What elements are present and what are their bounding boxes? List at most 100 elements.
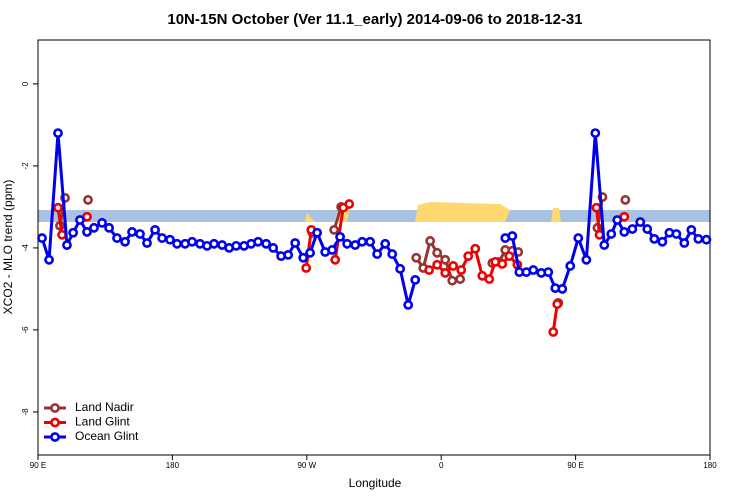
point <box>157 233 167 243</box>
point <box>606 229 617 239</box>
point <box>89 222 99 233</box>
y-tick-label: -8 <box>21 408 30 416</box>
legend-label: Land Nadir <box>75 400 134 414</box>
point <box>329 224 340 235</box>
point <box>283 249 294 260</box>
y-tick-label: -6 <box>21 326 30 334</box>
point <box>679 238 690 248</box>
point <box>290 238 301 248</box>
point <box>456 265 467 275</box>
point <box>44 254 54 265</box>
point <box>448 261 459 271</box>
point <box>62 240 72 250</box>
point <box>37 233 47 243</box>
point <box>231 240 242 251</box>
point <box>172 238 182 249</box>
point <box>591 202 602 213</box>
point <box>112 233 122 243</box>
point <box>135 229 145 239</box>
point <box>507 231 518 241</box>
point <box>447 275 458 286</box>
point <box>298 252 309 263</box>
point <box>97 217 107 228</box>
land-patch <box>551 208 561 222</box>
point <box>120 236 130 247</box>
point <box>165 234 175 245</box>
point <box>83 195 93 205</box>
y-tick-label: -2 <box>21 162 30 170</box>
point <box>635 217 646 227</box>
point <box>395 263 406 274</box>
point <box>642 224 653 234</box>
point <box>557 284 568 294</box>
point <box>410 274 421 285</box>
point <box>497 259 508 269</box>
point <box>693 233 704 244</box>
point <box>53 128 63 138</box>
point <box>261 238 272 249</box>
point <box>104 222 114 233</box>
series-line <box>58 204 624 332</box>
point <box>365 236 376 247</box>
point <box>565 261 576 271</box>
point <box>620 195 631 205</box>
x-tick-label: 90 E <box>30 461 46 470</box>
point <box>335 231 346 242</box>
y-axis-label: XCO2 - MLO trend (ppm) <box>1 180 15 315</box>
point <box>372 249 383 259</box>
legend-marker <box>50 417 60 428</box>
point <box>411 252 422 263</box>
point <box>657 236 668 247</box>
point <box>403 300 414 310</box>
point <box>649 233 660 244</box>
background-band <box>38 202 710 222</box>
legend-label: Ocean Glint <box>75 429 139 443</box>
point <box>301 263 312 273</box>
point <box>470 243 481 254</box>
point <box>599 240 610 250</box>
ocean-band <box>38 210 710 222</box>
x-axis-label: Longitude <box>349 476 402 490</box>
point <box>68 227 78 238</box>
point <box>380 238 391 249</box>
point <box>619 227 630 237</box>
point <box>463 251 474 262</box>
x-tick-label: 180 <box>703 461 717 470</box>
point <box>484 274 495 284</box>
point <box>312 227 323 238</box>
point <box>330 254 341 265</box>
point <box>327 245 338 255</box>
legend-label: Land Glint <box>75 415 130 429</box>
point <box>344 199 355 209</box>
point <box>701 234 712 245</box>
legend-marker <box>50 432 60 442</box>
point <box>55 220 65 231</box>
point <box>387 249 398 259</box>
point <box>552 299 563 309</box>
point <box>627 224 638 234</box>
land-patch <box>415 202 510 222</box>
x-tick-label: 90 W <box>297 461 316 470</box>
point <box>686 224 697 235</box>
legend-marker <box>50 403 60 413</box>
point <box>305 247 315 258</box>
point <box>53 202 63 213</box>
point <box>187 236 198 247</box>
y-tick-label: 0 <box>21 81 30 86</box>
point <box>432 259 443 270</box>
point <box>573 233 584 243</box>
point <box>504 251 515 262</box>
point <box>548 327 559 337</box>
point <box>342 238 353 249</box>
point <box>424 265 435 275</box>
x-tick-label: 180 <box>166 461 180 470</box>
point <box>150 224 160 235</box>
point <box>432 247 443 258</box>
point <box>142 238 152 248</box>
point <box>127 227 137 237</box>
point <box>425 236 436 246</box>
x-tick-label: 0 <box>439 461 444 470</box>
land-patch <box>305 212 315 222</box>
point <box>268 243 279 253</box>
